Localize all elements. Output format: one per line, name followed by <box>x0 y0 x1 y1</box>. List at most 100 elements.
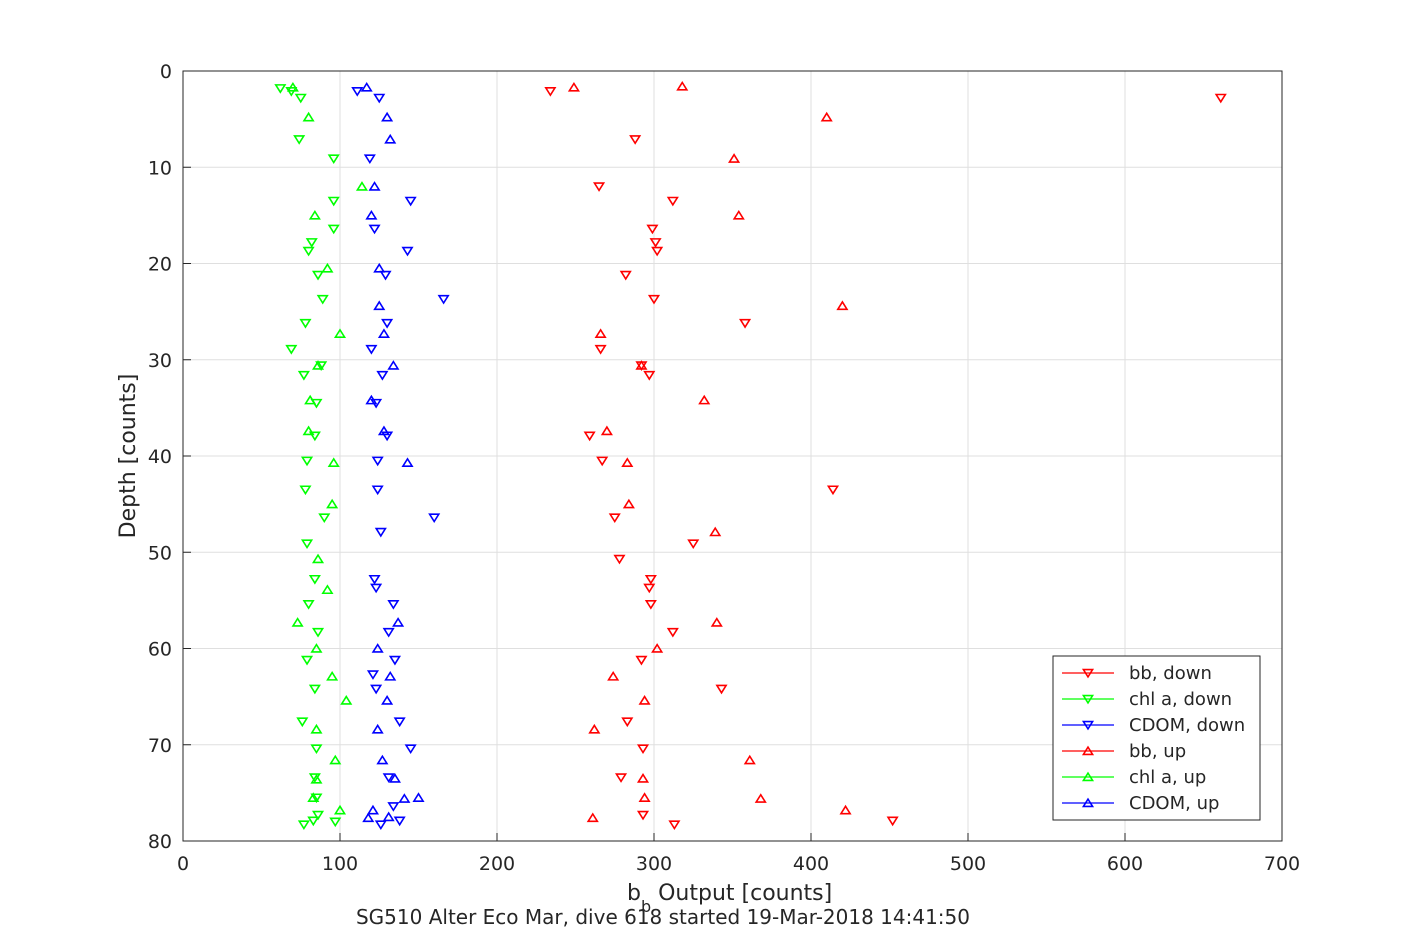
x-tick-label: 500 <box>950 853 986 875</box>
data-point <box>311 270 325 281</box>
data-point <box>588 723 601 734</box>
legend-label: bb, up <box>1129 741 1186 762</box>
x-axis-label-rest: Output [counts] <box>651 881 832 906</box>
data-point <box>308 574 321 585</box>
legend-marker <box>1081 720 1095 731</box>
data-point <box>384 670 397 681</box>
data-point <box>373 300 386 311</box>
data-point <box>311 810 325 821</box>
data-point <box>293 135 306 145</box>
data-point <box>299 485 312 496</box>
data-point <box>437 294 450 305</box>
data-point <box>382 627 395 638</box>
data-point <box>315 361 328 371</box>
data-point <box>368 181 381 191</box>
data-point <box>567 81 580 92</box>
data-point <box>318 513 331 524</box>
data-point <box>300 539 314 550</box>
data-point <box>366 804 380 815</box>
legend: bb, down chl a, down CDOM, down bb, up chl a… <box>1052 655 1261 821</box>
data-point <box>544 86 557 97</box>
data-point <box>355 181 369 191</box>
data-point <box>596 456 609 467</box>
grid <box>183 71 1282 841</box>
data-point <box>600 425 613 436</box>
data-point <box>613 554 626 565</box>
data-point <box>728 153 741 163</box>
data-point <box>732 209 745 220</box>
data-point <box>374 527 387 538</box>
data-point <box>304 394 317 405</box>
series-0 <box>544 86 1227 831</box>
chart-title: SG510 Alter Eco Mar, dive 618 started 19… <box>356 905 970 929</box>
data-point <box>377 425 391 436</box>
data-point <box>296 717 309 728</box>
data-point <box>373 93 386 104</box>
data-point <box>392 617 405 627</box>
data-point <box>382 773 395 783</box>
data-point <box>381 695 394 705</box>
x-axis-label-subscript: b <box>641 897 651 916</box>
data-point <box>362 812 375 823</box>
data-point <box>401 246 414 257</box>
x-axis-label: bb Output [counts] <box>627 881 832 916</box>
data-point <box>382 811 395 822</box>
data-point <box>428 513 441 524</box>
data-point <box>635 655 648 666</box>
legend-label: bb, down <box>1129 663 1212 684</box>
data-point <box>299 318 312 329</box>
data-point <box>310 723 323 734</box>
data-point <box>370 583 383 594</box>
data-markers <box>274 80 1227 831</box>
data-point <box>300 456 314 467</box>
data-point <box>365 209 378 220</box>
data-point <box>384 133 397 144</box>
legend-marker <box>1081 694 1095 705</box>
data-point <box>387 599 400 610</box>
data-point <box>687 539 700 550</box>
data-point <box>381 318 394 329</box>
data-point <box>327 457 340 467</box>
legend-marker <box>1081 771 1095 782</box>
series-1 <box>274 84 342 831</box>
x-axis-label-main: b <box>627 881 641 906</box>
data-point <box>297 370 310 381</box>
data-point <box>302 425 315 436</box>
data-point <box>698 394 711 405</box>
data-point <box>649 238 662 248</box>
legend-label: CDOM, up <box>1129 793 1219 814</box>
data-point <box>365 394 378 405</box>
y-axis-label: Depth [counts] <box>116 374 141 539</box>
legend-label: chl a, down <box>1129 689 1232 710</box>
data-point <box>329 754 342 765</box>
y-tick-label: 80 <box>148 831 172 853</box>
legend-label: chl a, up <box>1129 767 1206 788</box>
data-point <box>366 670 380 680</box>
data-point <box>839 804 852 815</box>
data-point <box>387 802 400 812</box>
data-point <box>305 238 318 248</box>
data-point <box>651 643 664 653</box>
x-tick-label: 0 <box>177 853 189 875</box>
data-point <box>401 457 414 467</box>
data-point <box>310 744 323 755</box>
series-3 <box>567 80 852 823</box>
y-tick-label: 30 <box>148 350 172 372</box>
x-tick-label: 600 <box>1107 853 1143 875</box>
y-tick-label: 10 <box>148 157 172 179</box>
data-point <box>836 300 849 311</box>
data-point <box>644 599 657 610</box>
data-point <box>586 812 599 823</box>
data-point <box>370 684 383 695</box>
data-point <box>412 792 425 802</box>
data-point <box>373 262 386 273</box>
legend-marker <box>1081 745 1095 756</box>
data-point <box>308 684 321 695</box>
data-point <box>363 154 376 165</box>
data-point <box>651 246 664 257</box>
data-point <box>635 360 648 370</box>
data-point <box>377 328 391 339</box>
data-point <box>351 86 364 97</box>
data-point <box>621 717 634 728</box>
